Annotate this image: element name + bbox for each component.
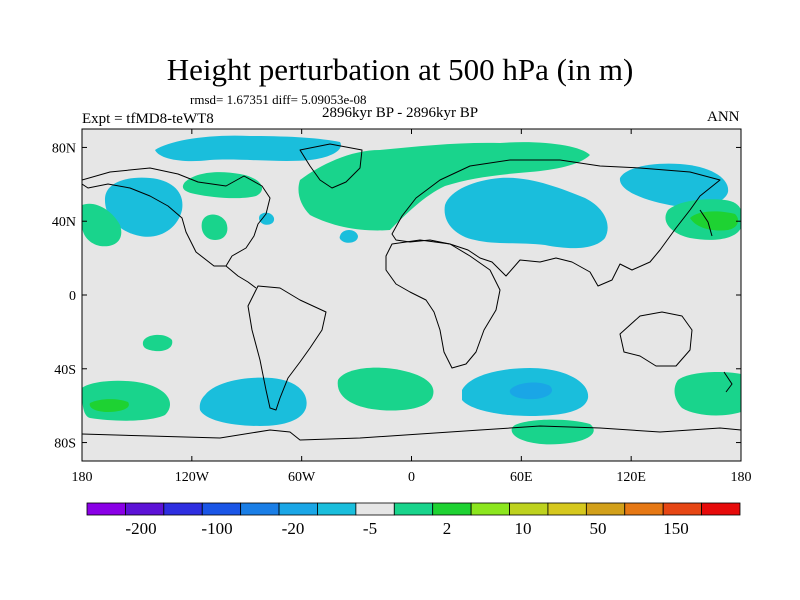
y-tick-label: 80N (52, 141, 76, 156)
anomaly-north-atlantic (298, 142, 590, 231)
colorbar-swatch (509, 502, 549, 516)
x-tick-label: 120E (616, 470, 646, 485)
x-tick-label: 0 (408, 470, 415, 485)
colorbar-swatch (125, 502, 165, 516)
x-tick-label: 60W (288, 470, 316, 485)
colorbar-swatch (201, 502, 242, 516)
x-tick-label: 180 (72, 470, 93, 485)
coastline-africa (385, 239, 501, 369)
anomaly-southwest-pacific (674, 372, 741, 416)
colorbar-label: -200 (125, 519, 157, 538)
colorbar-swatch (470, 502, 510, 516)
x-tick-label: 180 (731, 470, 752, 485)
anomaly-east-us-neg (259, 212, 275, 225)
time-period-label: 2896kyr BP - 2896kyr BP (322, 105, 479, 121)
x-tick-label: 120W (175, 470, 210, 485)
colorbar-label: -100 (201, 519, 233, 538)
x-tick-label: 60E (510, 470, 533, 485)
anomaly-eurasia (444, 177, 608, 249)
anomaly-fills (82, 135, 741, 445)
colorbar-swatch (86, 502, 126, 516)
coastline-australia (619, 311, 693, 367)
coastline-central-america (225, 265, 257, 289)
anomaly-nw-pacific-10 (690, 211, 739, 231)
map-plot-area (82, 129, 741, 461)
coastline-greenland (299, 143, 363, 189)
colorbar-swatch (585, 502, 626, 516)
colorbar-label: 10 (514, 519, 532, 538)
anomaly-antarctic-pos (511, 419, 594, 445)
colorbar-label: 50 (589, 519, 607, 538)
coastline-antarctica (82, 425, 741, 441)
colorbar-swatch (317, 502, 357, 516)
colorbar-swatch (355, 502, 395, 516)
colorbar-label: 150 (663, 519, 689, 538)
y-tick-label: 0 (69, 289, 76, 304)
anomaly-mid-atlantic-neg (339, 230, 358, 243)
colorbar-swatch (432, 502, 472, 516)
colorbar-swatch (624, 502, 664, 516)
anomaly-east-us-pos (201, 214, 228, 240)
colorbar-swatch (278, 502, 318, 516)
colorbar-swatch (662, 502, 702, 516)
coastline-japan (699, 209, 713, 237)
rmsd-diff-stats: rmsd= 1.67351 diff= 5.09053e-08 (190, 92, 367, 107)
map-title: Height perturbation at 500 hPa (in m) (166, 52, 634, 87)
experiment-label: Expt = tfMD8-teWT8 (82, 111, 214, 127)
season-label: ANN (707, 109, 740, 125)
axis-ticks: 180 120W 60W 0 60E 120E 180 80N 40N 0 40S 80S (52, 129, 752, 485)
y-tick-label: 40N (52, 215, 76, 230)
coastline-eurasia (391, 159, 721, 287)
colorbar (86, 502, 741, 516)
colorbar-swatch (163, 502, 203, 516)
coastlines (82, 143, 741, 441)
coastline-south-america (247, 285, 327, 411)
anomaly-southeast-pacific (199, 377, 307, 426)
colorbar-swatch (240, 502, 280, 516)
anomaly-east-pacific-pos (82, 203, 122, 247)
y-tick-label: 40S (54, 363, 76, 378)
colorbar-swatch (547, 502, 587, 516)
anomaly-south-atlantic (337, 367, 434, 411)
colorbar-swatch (393, 502, 434, 516)
colorbar-label: -5 (362, 519, 378, 538)
coastline-new-zealand (723, 371, 733, 393)
colorbar-swatch (701, 502, 741, 516)
colorbar-label: -20 (281, 519, 305, 538)
anomaly-canada-arctic (155, 135, 341, 162)
anomaly-south-indian-core (509, 382, 553, 400)
anomaly-north-pacific (104, 177, 183, 237)
coastline-north-america (82, 167, 271, 267)
anomaly-south-pacific-10 (89, 399, 129, 412)
colorbar-label: 2 (442, 519, 452, 538)
anomaly-tropical-pacific-pos (142, 334, 173, 352)
y-tick-label: 80S (54, 437, 76, 452)
